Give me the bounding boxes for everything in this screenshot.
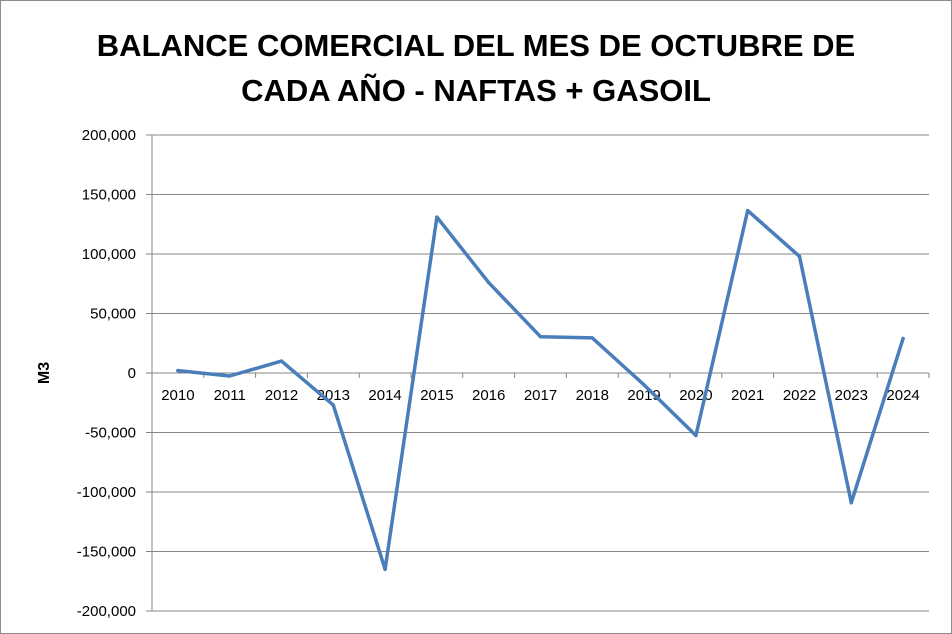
x-tick-label: 2017 — [524, 387, 557, 404]
y-tick-label: 200,000 — [82, 127, 136, 144]
chart-title-line-1: BALANCE COMERCIAL DEL MES DE OCTUBRE DE — [97, 28, 855, 63]
x-tick-label: 2011 — [214, 387, 246, 404]
x-tick-label: 2021 — [731, 387, 764, 404]
data-point — [176, 368, 180, 373]
x-tick-label: 2024 — [886, 387, 919, 404]
y-tick-labels: 200,000 150,000 100,000 50,000 0 -50,000 -100,… — [77, 127, 136, 620]
data-point — [383, 567, 387, 572]
data-point — [331, 403, 335, 407]
data-point — [849, 501, 853, 505]
y-tick-label: 150,000 — [82, 187, 136, 204]
x-tick-label: 2018 — [576, 387, 609, 404]
data-point — [228, 374, 232, 378]
gridlines — [152, 134, 929, 612]
chart-title-line-2: CADA AÑO - NAFTAS + GASOIL — [241, 73, 711, 108]
y-tick-label: -50,000 — [85, 425, 136, 442]
x-tick-label: 2010 — [161, 387, 194, 404]
data-point — [746, 208, 750, 213]
y-tick-label: -150,000 — [77, 544, 136, 561]
y-tick-label: 100,000 — [82, 246, 136, 263]
data-point — [590, 336, 594, 340]
y-tick-label: -100,000 — [77, 484, 136, 501]
y-tick-label: -200,000 — [77, 603, 136, 620]
x-tick-label: 2012 — [265, 387, 298, 404]
data-point — [487, 280, 491, 285]
x-tick-label: 2014 — [368, 387, 401, 404]
data-point — [538, 335, 543, 339]
y-axis-label: M3 — [36, 362, 53, 384]
y-tick-label: 0 — [128, 365, 136, 382]
data-point — [435, 215, 439, 219]
data-point — [694, 433, 698, 438]
y-tick-label: 50,000 — [90, 306, 136, 323]
data-point — [901, 336, 905, 341]
data-point — [642, 383, 646, 387]
x-tick-label: 2022 — [783, 387, 816, 404]
data-point — [279, 359, 284, 363]
x-tick-label: 2023 — [835, 387, 868, 404]
x-tick-label: 2016 — [472, 387, 505, 404]
axes — [146, 134, 930, 612]
x-tick-label: 2015 — [420, 387, 453, 404]
series-layer — [176, 208, 905, 572]
x-tick-labels: 2010 2011 2012 2013 2014 2015 2016 2017 2018 2019… — [161, 387, 920, 404]
data-point — [797, 254, 802, 259]
